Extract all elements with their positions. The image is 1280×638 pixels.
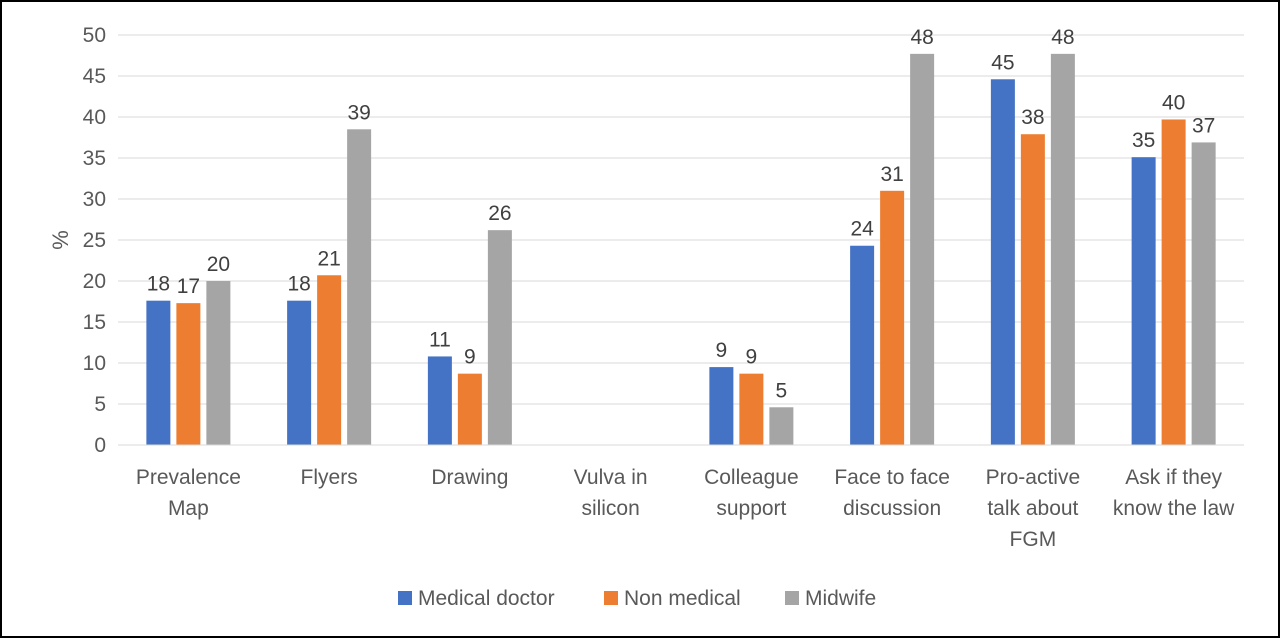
y-tick-label-30: 30 <box>83 188 106 211</box>
legend-swatch-2 <box>785 591 799 605</box>
bar-5-1 <box>880 190 905 445</box>
y-tick-label-35: 35 <box>83 147 106 170</box>
y-tick-label-40: 40 <box>83 106 106 129</box>
data-label-6-1: 38 <box>1021 106 1044 129</box>
data-label-2-0: 11 <box>429 328 451 351</box>
legend-label-1: Non medical <box>624 587 741 610</box>
y-tick-label-0: 0 <box>94 434 106 457</box>
category-label-6: Pro-active talk about FGM <box>986 466 1081 551</box>
bar-7-2 <box>1191 142 1216 446</box>
category-label-3: Vulva in silicon <box>574 466 648 520</box>
bar-6-2 <box>1050 53 1075 446</box>
data-label-1-0: 18 <box>287 273 310 296</box>
data-label-0-1: 17 <box>177 275 200 298</box>
bar-4-1 <box>739 373 764 445</box>
data-label-1-1: 21 <box>317 247 340 270</box>
bar-0-1 <box>176 303 201 445</box>
data-label-0-2: 20 <box>207 253 230 276</box>
category-label-5: Face to face discussion <box>834 466 950 520</box>
legend-label-2: Midwife <box>805 587 876 610</box>
y-axis-tick-labels: 0 5 10 15 20 25 30 35 40 45 50 <box>83 24 106 457</box>
category-label-0: Prevalence Map <box>136 466 241 520</box>
category-label-7: Ask if they know the law <box>1113 466 1235 520</box>
bar-4-0 <box>709 367 734 445</box>
y-tick-label-20: 20 <box>83 270 106 293</box>
data-label-4-0: 9 <box>716 339 728 362</box>
bar-4-2 <box>769 407 794 445</box>
data-label-0-0: 18 <box>147 273 170 296</box>
data-label-2-2: 26 <box>488 202 511 225</box>
y-tick-label-25: 25 <box>83 229 106 252</box>
bar-7-1 <box>1161 119 1186 446</box>
y-tick-label-45: 45 <box>83 65 106 88</box>
data-label-6-0: 45 <box>991 51 1014 74</box>
category-labels: Prevalence Map Flyers Drawing Vulva in silico… <box>136 466 1235 551</box>
bar-2-1 <box>457 373 482 445</box>
data-label-5-2: 48 <box>910 26 933 49</box>
bar-0-2 <box>206 281 231 445</box>
bars <box>146 53 1216 446</box>
data-label-1-2: 39 <box>347 101 370 124</box>
category-label-4: Colleague support <box>704 466 799 520</box>
y-tick-label-15: 15 <box>83 311 106 334</box>
bar-7-0 <box>1131 157 1156 445</box>
legend-swatch-1 <box>604 591 618 605</box>
y-tick-label-10: 10 <box>83 352 106 375</box>
y-tick-label-50: 50 <box>83 24 106 47</box>
category-label-2: Drawing <box>431 466 508 489</box>
bar-2-0 <box>427 356 452 445</box>
bar-5-2 <box>910 53 935 446</box>
bar-0-0 <box>146 300 171 445</box>
data-label-6-2: 48 <box>1051 26 1074 49</box>
data-label-7-0: 35 <box>1132 129 1155 152</box>
data-label-5-0: 24 <box>850 218 874 241</box>
data-label-7-1: 40 <box>1162 91 1185 114</box>
y-tick-label-5: 5 <box>94 393 106 416</box>
data-label-5-1: 31 <box>880 163 903 186</box>
legend-label-0: Medical doctor <box>418 587 555 610</box>
data-label-4-1: 9 <box>746 346 758 369</box>
bar-1-2 <box>347 129 372 446</box>
data-label-2-1: 9 <box>464 346 476 369</box>
legend: Medical doctor Non medical Midwife <box>398 587 876 610</box>
data-label-4-2: 5 <box>776 379 788 402</box>
category-label-1: Flyers <box>301 466 358 489</box>
legend-swatch-0 <box>398 591 412 605</box>
bar-6-1 <box>1020 134 1045 445</box>
bar-6-0 <box>990 79 1015 445</box>
bar-2-2 <box>487 230 512 445</box>
bar-1-1 <box>317 275 342 445</box>
y-axis-title: % <box>48 230 73 250</box>
bar-5-0 <box>850 245 875 445</box>
data-label-7-2: 37 <box>1192 114 1215 137</box>
bar-1-0 <box>287 300 312 445</box>
gridlines <box>118 34 1244 405</box>
